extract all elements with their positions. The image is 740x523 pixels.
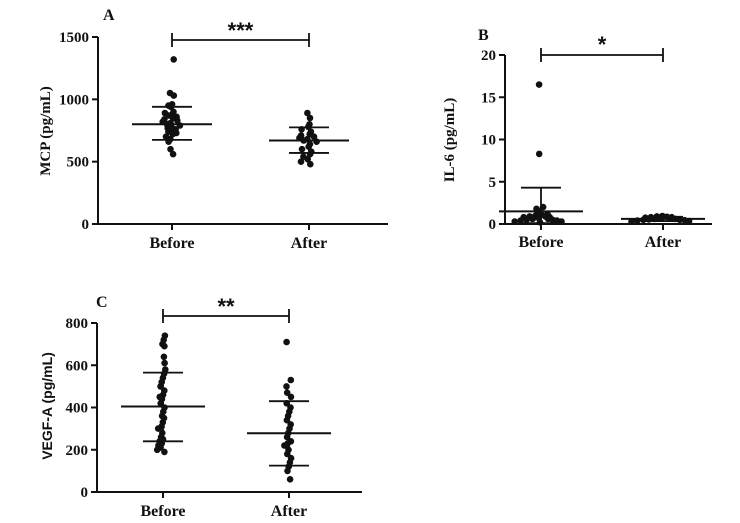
data-point [154,425,162,432]
significance-stars: * [598,32,607,57]
data-point [306,114,314,122]
data-point [523,216,530,224]
data-point [167,145,174,153]
data-point [153,446,161,454]
data-point [283,338,290,346]
data-point [283,389,291,397]
y-axis-label: VEGF-A (pg/mL) [39,352,55,460]
panel-label: C [96,294,108,311]
x-tick-label: Before [518,234,563,251]
data-point [298,145,306,153]
panel-c: C VEGF-A (pg/mL) 0 200 400 600 800 Before After *… [39,294,362,520]
x-tick-label: Before [149,235,194,252]
data-point [161,342,168,350]
y-axis-label: MCP (pg/mL) [38,86,54,176]
y-tick-label: 500 [67,155,90,171]
y-tick-label: 10 [481,133,496,149]
y-tick-label: 200 [66,443,89,459]
y-tick-label: 800 [66,316,89,332]
data-point [310,133,318,140]
panel-b: B IL-6 (pg/mL) 0 5 10 15 20 Before After * [442,27,712,251]
x-tick-label: Before [140,503,185,520]
data-point [281,442,288,449]
data-point [161,448,168,456]
panel-label: A [103,7,115,24]
data-point [517,217,524,224]
data-point [535,150,543,158]
data-point [170,92,178,99]
data-point [529,215,536,223]
panel-a: A MCP (pg/mL) 0 500 1000 1500 Before After *** [38,7,388,252]
y-tick-label: 20 [481,48,496,64]
data-point [287,376,295,384]
significance-stars: ** [217,294,235,319]
data-point [535,81,543,88]
data-point [284,467,291,475]
data-point [169,150,177,158]
data-point [283,383,290,390]
data-point [313,138,320,145]
data-point [307,160,314,168]
data-point [286,476,294,483]
y-tick-label: 15 [481,90,496,106]
data-point [170,56,177,63]
data-point [304,109,311,117]
data-point [160,353,168,361]
data-point [174,117,181,124]
y-tick-label: 0 [81,485,89,501]
panel-label: B [478,27,489,44]
x-tick-label: After [645,234,681,251]
x-tick-label: After [271,503,307,520]
x-tick-label: After [291,235,327,252]
y-tick-label: 0 [82,217,90,233]
data-point [287,393,295,401]
y-tick-label: 0 [489,217,497,233]
data-point [304,155,312,163]
y-tick-label: 1500 [59,30,89,46]
y-tick-label: 400 [66,401,89,417]
data-point [161,359,168,367]
data-point [297,158,305,165]
y-tick-label: 1000 [59,92,89,108]
y-tick-label: 600 [66,358,89,374]
significance-stars: *** [228,18,254,43]
y-tick-label: 5 [489,175,497,191]
y-axis-label: IL-6 (pg/mL) [442,98,458,183]
data-point [511,218,518,225]
